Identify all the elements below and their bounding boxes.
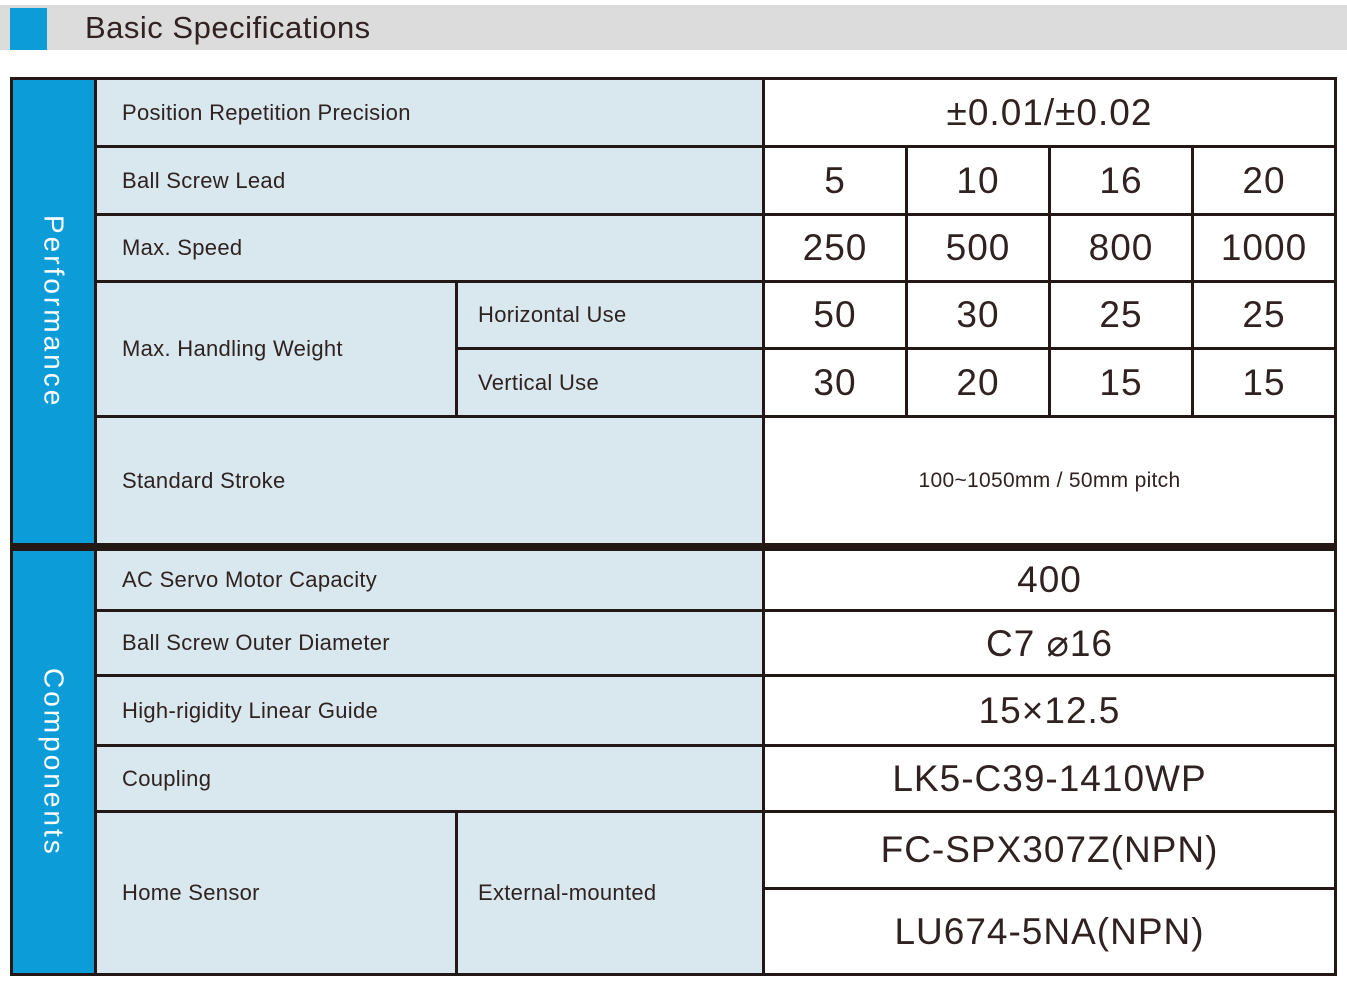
value-coupling: LK5-C39-1410WP [765,747,1334,810]
header-accent-square [10,8,47,50]
sub-label-vertical-use: Vertical Use [458,350,762,415]
header-bar [0,5,1347,50]
row-label-ac-servo-motor-capacity: AC Servo Motor Capacity [97,551,762,609]
value-home-sensor-1: FC-SPX307Z(NPN) [765,813,1334,887]
row-label-linear-guide: High-rigidity Linear Guide [97,677,762,744]
value-max-speed-3: 800 [1051,216,1191,280]
value-vertical-use-2: 20 [908,350,1048,415]
row-label-max-handling-weight: Max. Handling Weight [97,283,455,415]
sub-label-external-mounted: External-mounted [458,813,762,973]
section-separator [13,546,1334,548]
row-label-max-speed: Max. Speed [97,216,762,280]
row-label-standard-stroke: Standard Stroke [97,418,762,543]
section-label-components: Components [13,551,94,973]
value-max-speed-2: 500 [908,216,1048,280]
value-vertical-use-3: 15 [1051,350,1191,415]
value-vertical-use-1: 30 [765,350,905,415]
value-max-speed-4: 1000 [1194,216,1334,280]
value-horizontal-use-1: 50 [765,283,905,347]
row-label-home-sensor: Home Sensor [97,813,455,973]
value-ball-screw-lead-2: 10 [908,148,1048,213]
row-label-ball-screw-lead: Ball Screw Lead [97,148,762,213]
row-label-position-repetition-precision: Position Repetition Precision [97,80,762,145]
sub-label-horizontal-use: Horizontal Use [458,283,762,347]
row-label-coupling: Coupling [97,747,762,810]
value-ac-servo-motor-capacity: 400 [765,551,1334,609]
value-standard-stroke: 100~1050mm / 50mm pitch [765,418,1334,543]
spec-table: Performance Position Repetition Precisio… [10,77,1337,976]
value-ball-screw-outer-diameter: C7 ⌀16 [765,612,1334,674]
value-max-speed-1: 250 [765,216,905,280]
value-ball-screw-lead-3: 16 [1051,148,1191,213]
value-horizontal-use-3: 25 [1051,283,1191,347]
row-label-ball-screw-outer-diameter: Ball Screw Outer Diameter [97,612,762,674]
value-ball-screw-lead-1: 5 [765,148,905,213]
value-linear-guide: 15×12.5 [765,677,1334,744]
value-horizontal-use-2: 30 [908,283,1048,347]
value-home-sensor-2: LU674-5NA(NPN) [765,890,1334,973]
page-title: Basic Specifications [85,9,371,45]
value-horizontal-use-4: 25 [1194,283,1334,347]
value-ball-screw-lead-4: 20 [1194,148,1334,213]
value-position-repetition-precision: ±0.01/±0.02 [765,80,1334,145]
section-label-performance: Performance [13,80,94,543]
value-vertical-use-4: 15 [1194,350,1334,415]
